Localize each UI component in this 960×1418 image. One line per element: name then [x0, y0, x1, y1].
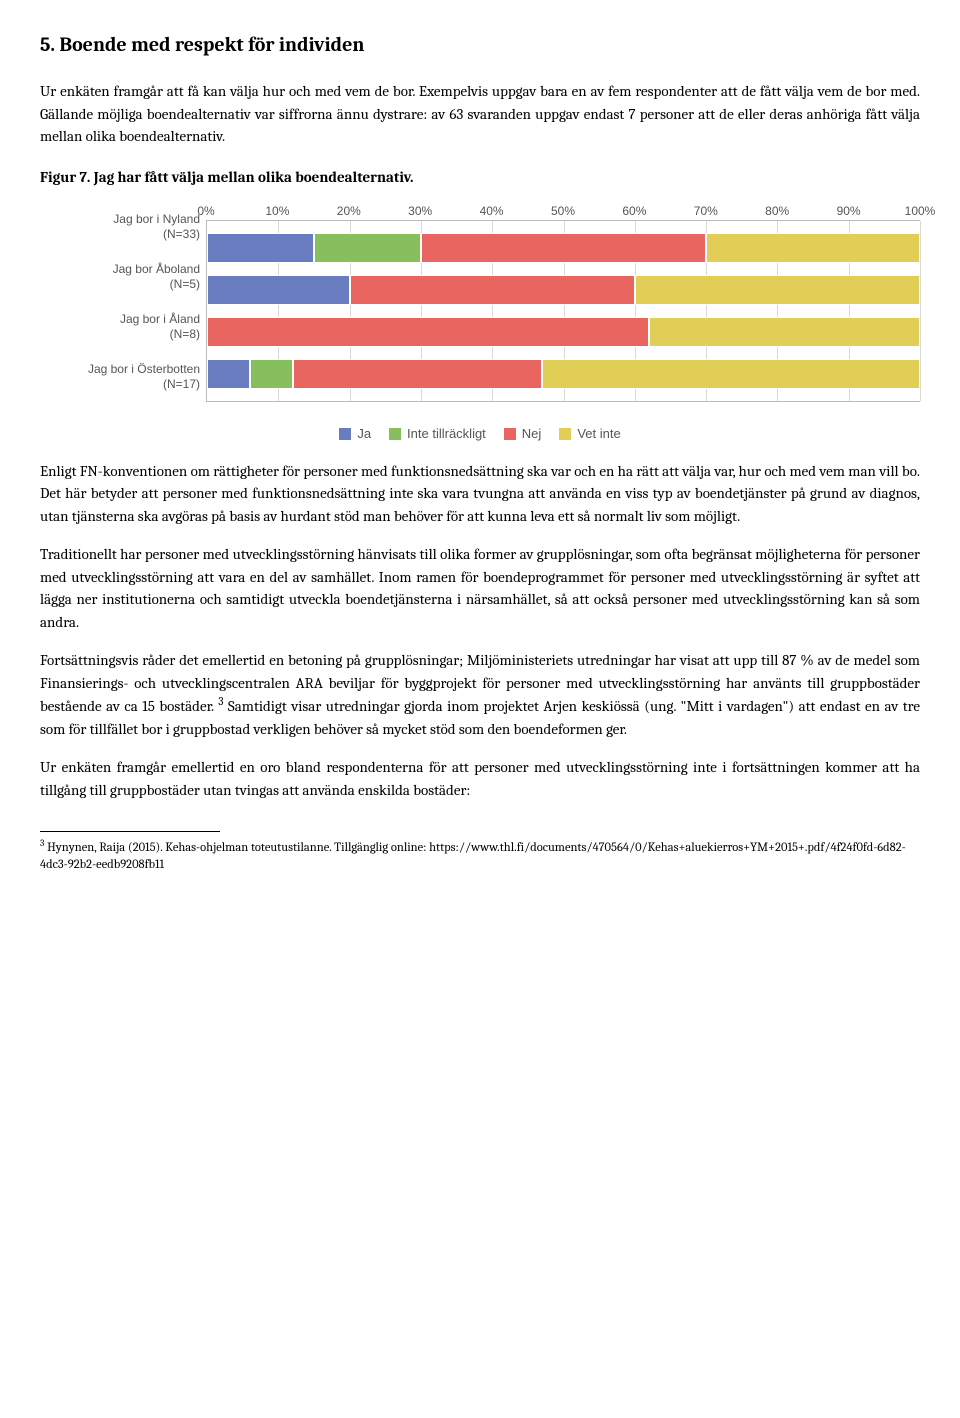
chart-xtick: 90% [837, 202, 861, 220]
chart-bar-row [207, 359, 920, 389]
chart-xtick: 100% [905, 202, 936, 220]
figure-caption: Figur 7. Jag har fått välja mellan olika… [40, 166, 920, 189]
legend-item: Inte tillräckligt [389, 424, 486, 444]
chart-ylabel: Jag bor i Åland(N=8) [40, 306, 200, 348]
footnote-3: 3 Hynynen, Raija (2015). Kehas-ohjelman … [40, 838, 920, 874]
chart-xtick: 40% [480, 202, 504, 220]
chart-bar-row [207, 233, 920, 263]
chart-bar-segment [250, 359, 293, 389]
paragraph-2: Enligt FN-konventionen om rättigheter fö… [40, 460, 920, 528]
legend-item: Vet inte [559, 424, 620, 444]
chart-xtick: 20% [337, 202, 361, 220]
legend-item: Ja [339, 424, 371, 444]
chart-xtick: 70% [694, 202, 718, 220]
chart-xtick: 60% [622, 202, 646, 220]
chart-bar-row [207, 317, 920, 347]
chart-bar-segment [314, 233, 421, 263]
legend-label: Inte tillräckligt [407, 424, 486, 444]
chart-bar-segment [293, 359, 543, 389]
chart-ylabel: Jag bor i Österbotten(N=17) [40, 356, 200, 398]
legend-label: Vet inte [577, 424, 620, 444]
paragraph-4: Fortsättningsvis råder det emellertid en… [40, 649, 920, 740]
chart-legend: Ja Inte tillräckligt Nej Vet inte [40, 424, 920, 444]
chart-ylabel: Jag bor i Nyland(N=33) [40, 206, 200, 248]
chart-bar-segment [350, 275, 635, 305]
chart-bar-segment [706, 233, 920, 263]
chart-xtick: 30% [408, 202, 432, 220]
chart-bar-segment [207, 233, 314, 263]
chart-bar-segment [635, 275, 920, 305]
paragraph-3: Traditionellt har personer med utvecklin… [40, 543, 920, 633]
chart-xtick: 80% [765, 202, 789, 220]
chart-bar-segment [542, 359, 920, 389]
footnote-rule [40, 831, 220, 832]
legend-swatch [389, 428, 401, 440]
chart-ylabel: Jag bor Åboland(N=5) [40, 256, 200, 298]
stacked-bar-chart: Jag bor i Nyland(N=33) Jag bor Åboland(N=… [40, 202, 920, 402]
section-heading: 5. Boende med respekt för individen [40, 30, 920, 60]
chart-figure-7: Jag bor i Nyland(N=33) Jag bor Åboland(N=… [40, 202, 920, 444]
legend-label: Ja [357, 424, 371, 444]
paragraph-5: Ur enkäten framgår emellertid en oro bla… [40, 756, 920, 801]
legend-swatch [559, 428, 571, 440]
chart-bar-segment [421, 233, 706, 263]
chart-bar-segment [207, 275, 350, 305]
chart-xtick: 50% [551, 202, 575, 220]
chart-bar-segment [207, 359, 250, 389]
chart-bar-segment [649, 317, 920, 347]
legend-item: Nej [504, 424, 542, 444]
chart-bar-segment [207, 317, 649, 347]
legend-swatch [504, 428, 516, 440]
chart-xtick: 0% [197, 202, 214, 220]
chart-xtick: 10% [265, 202, 289, 220]
legend-label: Nej [522, 424, 542, 444]
legend-swatch [339, 428, 351, 440]
paragraph-1: Ur enkäten framgår att få kan välja hur … [40, 80, 920, 148]
footnote-text: Hynynen, Raija (2015). Kehas-ohjelman to… [40, 841, 906, 872]
chart-bar-row [207, 275, 920, 305]
